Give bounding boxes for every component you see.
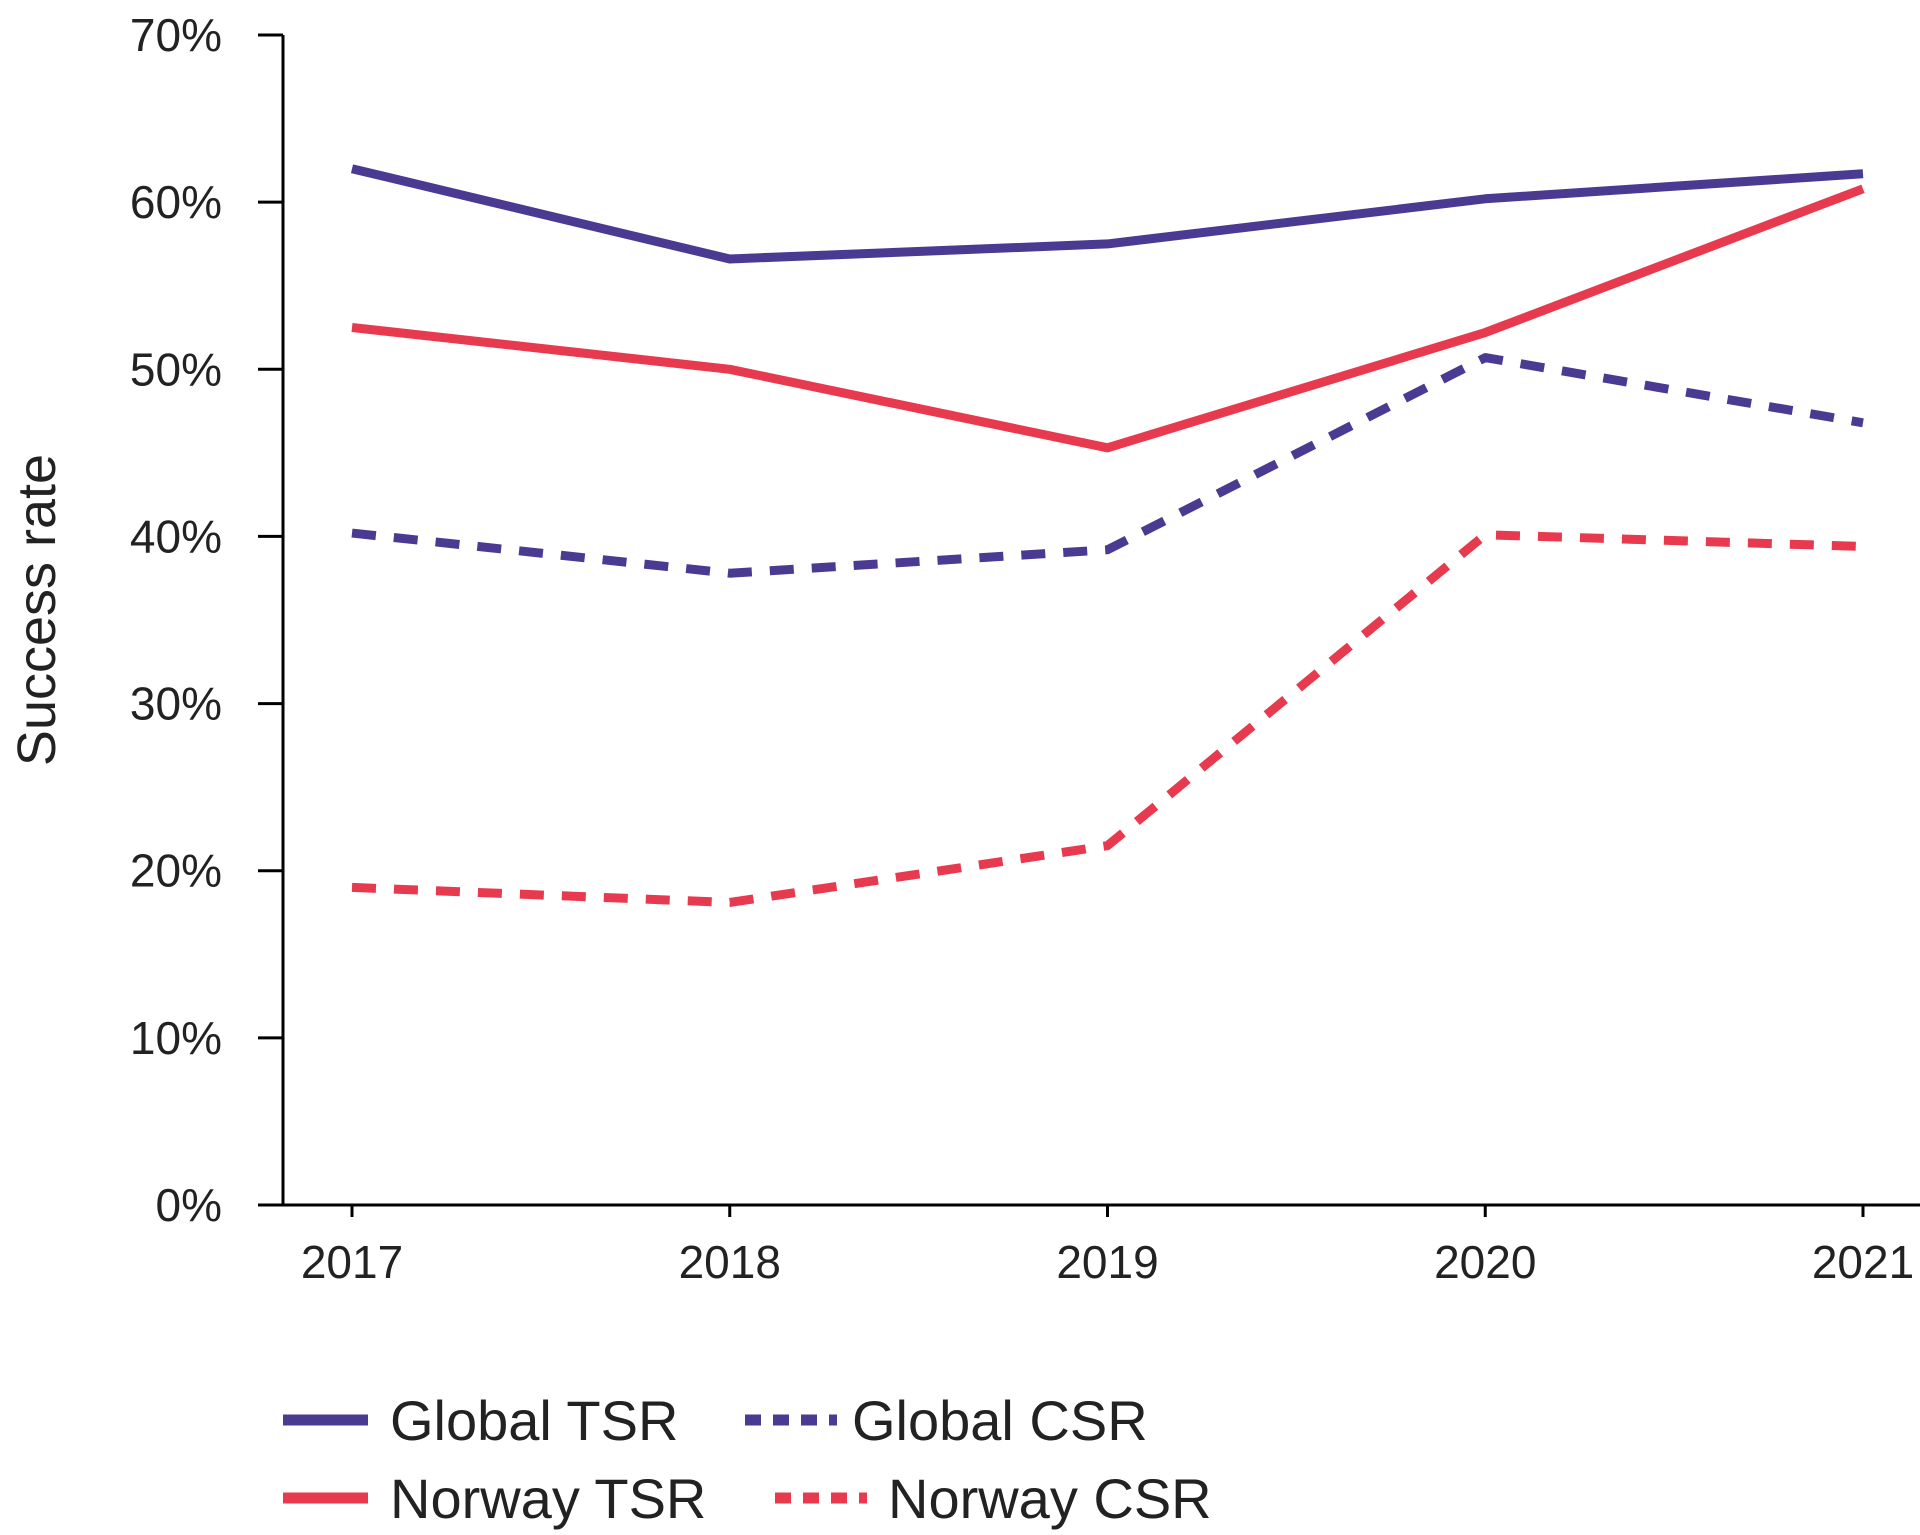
x-tick-label: 2018 [679,1236,781,1288]
x-tick-label: 2020 [1434,1236,1536,1288]
legend-label-norway-csr: Norway CSR [888,1467,1212,1530]
y-tick-label: 20% [130,845,222,897]
series-line-global-tsr [350,164,1864,264]
y-tick-label: 0% [156,1179,222,1231]
y-tick-label: 10% [130,1012,222,1064]
y-tick-label: 60% [130,176,222,228]
axes [281,35,1920,1207]
x-tick-label: 2021 [1812,1236,1914,1288]
y-ticks: 0% 10% 20% 30% 40% 50% 60% 70% [130,9,283,1231]
y-tick-label: 50% [130,343,222,395]
x-tick-label: 2017 [301,1236,403,1288]
legend: Global TSR Global CSR Norway TSR Norway CSR [283,1389,1212,1530]
y-axis-title: Success rate [7,454,67,766]
legend-label-global-tsr: Global TSR [390,1389,678,1452]
x-ticks: 2017 2018 2019 2020 2021 [301,1205,1914,1288]
series-line-norway-tsr [351,184,1865,453]
series-line-norway-csr [351,530,1864,907]
legend-label-global-csr: Global CSR [852,1389,1148,1452]
series-line-global-csr [351,353,1864,578]
y-tick-label: 30% [130,678,222,730]
series-layer [350,164,1865,907]
legend-label-norway-tsr: Norway TSR [390,1467,706,1530]
x-tick-label: 2019 [1056,1236,1158,1288]
y-tick-label: 70% [130,9,222,61]
y-tick-label: 40% [130,510,222,562]
